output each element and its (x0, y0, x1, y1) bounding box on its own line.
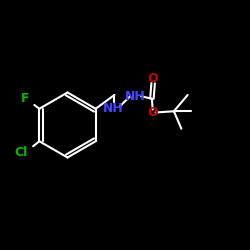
Text: O: O (148, 72, 158, 85)
Text: NH: NH (103, 102, 124, 115)
Text: Cl: Cl (14, 146, 27, 159)
Text: F: F (21, 92, 30, 105)
Text: O: O (147, 106, 158, 119)
Text: NH: NH (125, 90, 146, 103)
